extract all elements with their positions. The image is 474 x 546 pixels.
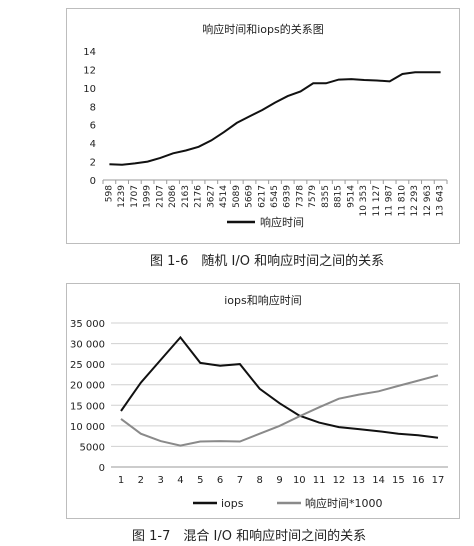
chart1-xtick-label: 1239 (117, 185, 127, 208)
chart2-ytick-label: 30 000 (70, 340, 105, 351)
chart1-xtick-label: 9514 (346, 185, 356, 208)
chart2-xtick-label: 12 (333, 475, 346, 486)
chart2-ytick-label: 0 (99, 463, 105, 474)
chart1-xtick-label: 7378 (295, 185, 305, 208)
chart2-xtick-label: 16 (412, 475, 425, 486)
chart2-svg: iops和响应时间 0 5000 10 000 15 000 20 000 25 000 30… (70, 293, 448, 510)
chart1-xtick-label: 11 987 (385, 185, 395, 217)
chart2-ytick-label: 5000 (80, 442, 105, 453)
chart2-legend-label: iops (221, 497, 244, 510)
chart2-ytick-label: 15 000 (70, 401, 105, 412)
chart1-ytick-label: 0 (90, 176, 96, 187)
chart2-series-line (120, 374, 439, 447)
chart1-legend-label: 响应时间 (260, 215, 304, 229)
chart2-xtick-label: 11 (313, 475, 326, 486)
chart2-legend-label: 响应时间*1000 (305, 496, 383, 510)
chart2-xtick-label: 8 (257, 475, 263, 486)
chart2-xtick-label: 14 (372, 475, 385, 486)
chart1-xtick-label: 1999 (143, 185, 153, 208)
chart1-ytick-label: 4 (90, 139, 96, 150)
chart1-xtick-label: 4514 (219, 185, 229, 208)
chart2-xtick-label: 6 (217, 475, 223, 486)
chart-iops-and-response: iops和响应时间 0 5000 10 000 15 000 20 000 25 000 30… (66, 283, 460, 519)
chart1-ytick-label: 8 (90, 102, 96, 113)
chart1-xtick-label: 2176 (194, 185, 204, 208)
chart1-xtick-label: 2163 (181, 185, 191, 208)
chart2-xtick-label: 10 (293, 475, 306, 486)
chart1-xtick-label: 6939 (283, 185, 293, 208)
chart1-xtick-label: 8355 (321, 185, 331, 208)
chart1-xtick-label: 1707 (130, 185, 140, 208)
chart2-xtick-label: 9 (276, 475, 282, 486)
chart1-xtick-label: 2086 (168, 185, 178, 208)
chart1-ytick-label: 2 (90, 158, 96, 169)
chart-response-vs-iops: 响应时间和iops的关系图 0 2 4 6 8 10 12 14 598 1239 1707 1999 2… (66, 8, 460, 244)
chart1-ytick-label: 14 (83, 47, 96, 58)
chart1-title: 响应时间和iops的关系图 (202, 22, 324, 36)
figure-caption-1-6: 图 1-6 随机 I/O 和响应时间之间的关系 (150, 254, 385, 269)
chart1-xtick-label: 10 353 (359, 185, 369, 217)
chart1-xtick-label: 6545 (270, 185, 280, 208)
chart1-xtick-label: 598 (104, 185, 114, 202)
chart1-xtick-label: 12 963 (423, 185, 433, 217)
chart2-xtick-label: 5 (197, 475, 203, 486)
chart1-xtick-label: 3627 (206, 185, 216, 208)
chart1-xtick-label: 6217 (257, 185, 267, 208)
chart2-title: iops和响应时间 (224, 293, 302, 307)
chart2-ytick-label: 25 000 (70, 360, 105, 371)
chart2-ytick-label: 35 000 (70, 319, 105, 330)
figure-caption-1-7: 图 1-7 混合 I/O 和响应时间之间的关系 (132, 529, 367, 544)
chart1-xtick-label: 7579 (308, 185, 318, 208)
chart1-xtick-label: 8815 (334, 185, 344, 208)
chart2-xtick-label: 13 (352, 475, 365, 486)
chart2-ytick-label: 20 000 (70, 381, 105, 392)
chart1-xtick-label: 11 810 (397, 185, 407, 217)
chart2-xtick-label: 1 (118, 475, 124, 486)
chart1-xtick-label: 5089 (232, 185, 242, 208)
chart2-ytick-label: 10 000 (70, 422, 105, 433)
chart1-ytick-label: 10 (83, 84, 96, 95)
chart2-xtick-label: 17 (432, 475, 445, 486)
chart1-xtick-label: 12 293 (410, 185, 420, 217)
chart1-xtick-label: 11 127 (372, 185, 382, 217)
chart1-ytick-label: 6 (90, 121, 96, 132)
chart1-series-line (109, 71, 441, 166)
chart2-xtick-label: 7 (237, 475, 243, 486)
chart1-xtick-label: 2107 (155, 185, 165, 208)
chart2-xtick-label: 4 (177, 475, 183, 486)
chart2-series-line (120, 335, 439, 439)
chart1-ytick-label: 12 (83, 65, 96, 76)
chart2-xtick-label: 15 (392, 475, 405, 486)
chart1-xtick-label: 5669 (245, 185, 255, 208)
chart2-xtick-label: 3 (157, 475, 163, 486)
chart2-xtick-label: 2 (138, 475, 144, 486)
chart1-xtick-label: 13 643 (436, 185, 446, 217)
